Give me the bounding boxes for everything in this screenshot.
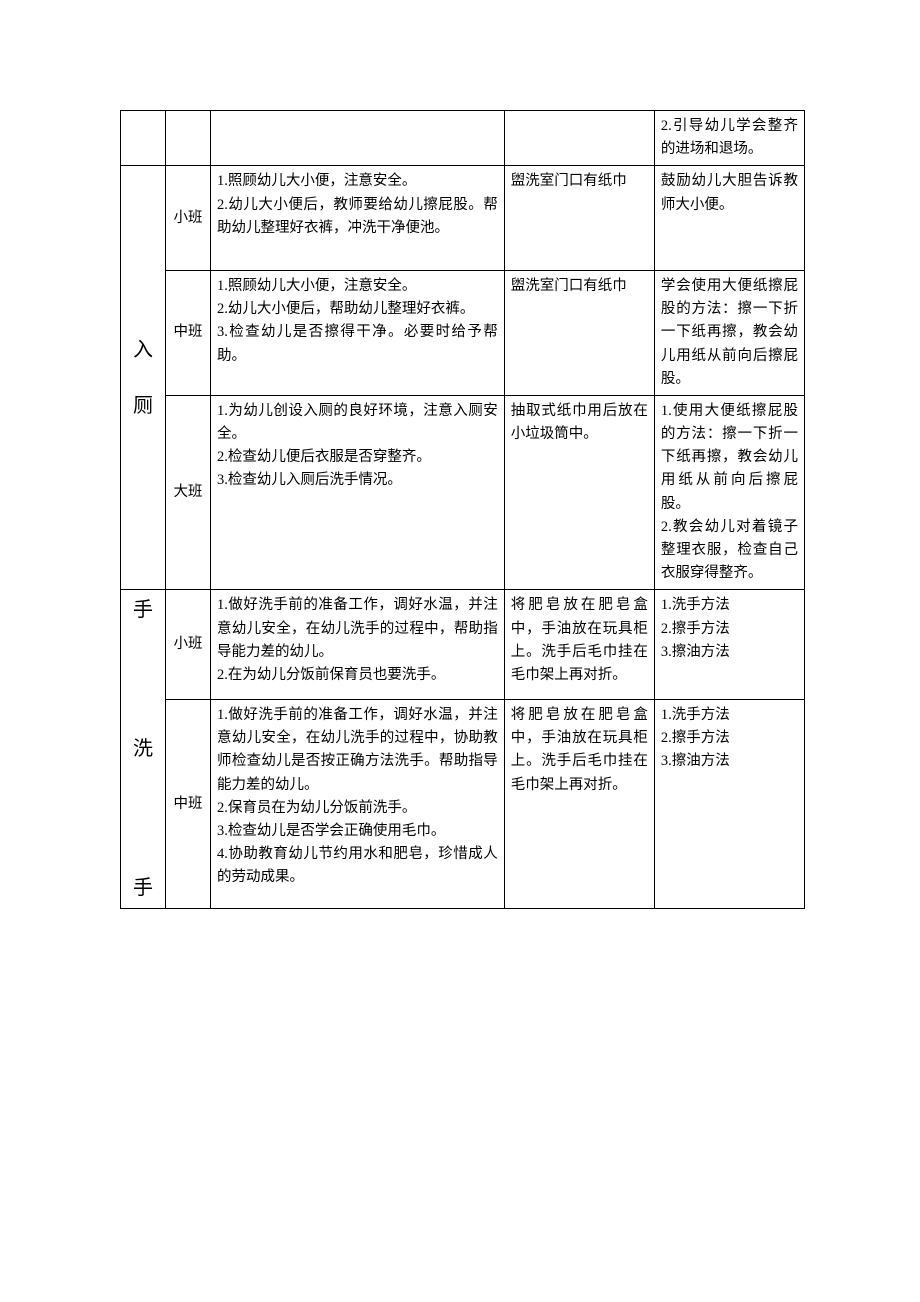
cell-env: 将肥皂放在肥皂盒中，手油放在玩具柜上。洗手后毛巾挂在毛巾架上再对折。 [504, 590, 654, 700]
table-row: 中班 1.照顾幼儿大小便，注意安全。2.幼儿大小便后，帮助幼儿整理好衣裤。3.检… [121, 270, 805, 395]
cat-char: 入 [123, 334, 163, 366]
cell-grade: 小班 [166, 590, 211, 700]
cell-goal: 鼓励幼儿大胆告诉教师大小便。 [654, 166, 804, 271]
cell-category [121, 111, 166, 166]
cell-env: 盥洗室门口有纸巾 [504, 166, 654, 271]
cell-goal: 2.引导幼儿学会整齐的进场和退场。 [654, 111, 804, 166]
cell-grade: 大班 [166, 395, 211, 590]
cell-grade: 中班 [166, 270, 211, 395]
cell-env [504, 111, 654, 166]
cell-content: 1.做好洗手前的准备工作，调好水温，并注意幼儿安全，在幼儿洗手的过程中，帮助指导… [211, 590, 505, 700]
table-row: 2.引导幼儿学会整齐的进场和退场。 [121, 111, 805, 166]
cat-char: 厕 [123, 390, 163, 422]
cell-content: 1.做好洗手前的准备工作，调好水温，并注意幼儿安全，在幼儿洗手的过程中，协助教师… [211, 699, 505, 908]
cat-char: 手 [123, 872, 163, 904]
cell-env: 盥洗室门口有纸巾 [504, 270, 654, 395]
cell-content: 1.照顾幼儿大小便，注意安全。2.幼儿大小便后，帮助幼儿整理好衣裤。3.检查幼儿… [211, 270, 505, 395]
cell-env: 将肥皂放在肥皂盒中，手油放在玩具柜上。洗手后毛巾挂在毛巾架上再对折。 [504, 699, 654, 908]
cell-category-ruce: 入 厕 [121, 166, 166, 590]
cell-category-xishou: 手 洗 手 [121, 590, 166, 909]
cell-content [211, 111, 505, 166]
cell-goal: 学会使用大便纸擦屁股的方法：擦一下折一下纸再擦，教会幼儿用纸从前向后擦屁股。 [654, 270, 804, 395]
standards-table: 2.引导幼儿学会整齐的进场和退场。 入 厕 小班 1.照顾幼儿大小便，注意安全。… [120, 110, 805, 909]
table-row: 入 厕 小班 1.照顾幼儿大小便，注意安全。2.幼儿大小便后，教师要给幼儿擦屁股… [121, 166, 805, 271]
table-row: 中班 1.做好洗手前的准备工作，调好水温，并注意幼儿安全，在幼儿洗手的过程中，协… [121, 699, 805, 908]
cell-goal: 1.使用大便纸擦屁股的方法：擦一下折一下纸再擦，教会幼儿用纸从前向后擦屁股。2.… [654, 395, 804, 590]
cell-goal: 1.洗手方法2.擦手方法3.擦油方法 [654, 699, 804, 908]
cell-content: 1.为幼儿创设入厕的良好环境，注意入厕安全。2.检查幼儿便后衣服是否穿整齐。3.… [211, 395, 505, 590]
cell-content: 1.照顾幼儿大小便，注意安全。2.幼儿大小便后，教师要给幼儿擦屁股。帮助幼儿整理… [211, 166, 505, 271]
cell-grade [166, 111, 211, 166]
cell-env: 抽取式纸巾用后放在小垃圾筒中。 [504, 395, 654, 590]
cat-char: 洗 [123, 733, 163, 765]
cell-grade: 小班 [166, 166, 211, 271]
table-row: 大班 1.为幼儿创设入厕的良好环境，注意入厕安全。2.检查幼儿便后衣服是否穿整齐… [121, 395, 805, 590]
cell-goal: 1.洗手方法2.擦手方法3.擦油方法 [654, 590, 804, 700]
table-row: 手 洗 手 小班 1.做好洗手前的准备工作，调好水温，并注意幼儿安全，在幼儿洗手… [121, 590, 805, 700]
cat-char: 手 [123, 594, 163, 626]
cell-grade: 中班 [166, 699, 211, 908]
